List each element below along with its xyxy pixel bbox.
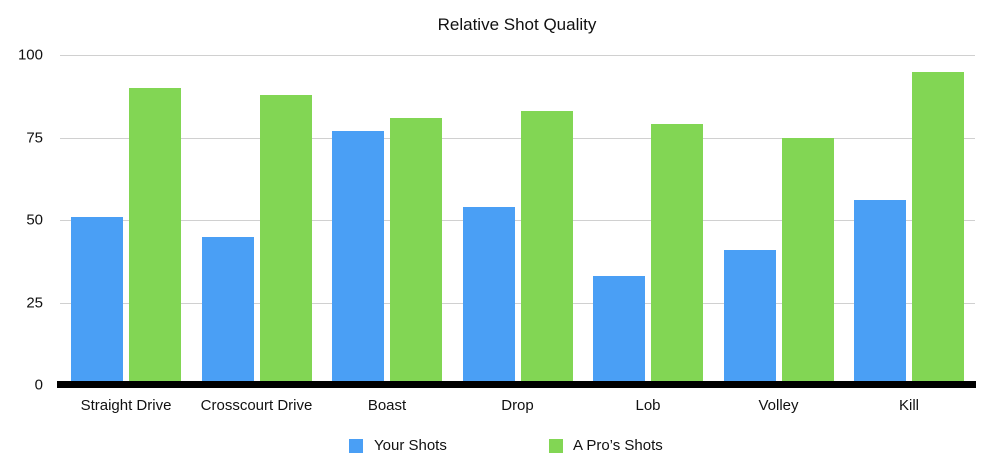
x-tick-label: Kill (898, 397, 919, 414)
gridline (60, 138, 975, 139)
bar-pro-shots (390, 117, 442, 385)
bar-your-shots (201, 236, 254, 385)
chart-title: Relative Shot Quality (437, 15, 597, 34)
bar-your-shots (462, 206, 515, 385)
bar-pro-shots (912, 71, 964, 385)
x-tick-label: Lob (635, 397, 661, 414)
y-tick-label: 0 (34, 376, 43, 394)
y-tick-label: 50 (26, 211, 43, 229)
bar-your-shots (723, 249, 776, 385)
y-tick-label: 75 (26, 129, 43, 146)
legend-swatch-pro-shots (549, 439, 563, 453)
bar-pro-shots (781, 137, 834, 385)
gridline (60, 220, 975, 221)
y-tick-label: 100 (17, 46, 43, 64)
bar-your-shots (593, 276, 645, 385)
x-tick-label: Drop (501, 397, 534, 414)
bar-your-shots (332, 130, 384, 385)
gridline (60, 303, 975, 304)
bar-pro-shots (129, 88, 181, 385)
legend-label-your-shots: Your Shots (374, 437, 447, 454)
x-tick-label: Volley (758, 397, 799, 414)
x-axis-baseline (57, 381, 976, 388)
x-tick-label: Boast (367, 397, 407, 414)
bar-your-shots (854, 200, 906, 385)
bar-pro-shots (651, 124, 703, 385)
bar-pro-shots (520, 111, 573, 385)
legend-swatch-your-shots (349, 439, 363, 453)
y-tick-label: 25 (26, 294, 43, 311)
gridline (60, 55, 975, 56)
x-tick-label: Crosscourt Drive (200, 397, 313, 414)
x-tick-label: Straight Drive (80, 397, 172, 414)
bar-your-shots (71, 216, 123, 385)
bar-pro-shots (259, 94, 312, 385)
legend-label-pro-shots: A Pro’s Shots (573, 437, 663, 454)
